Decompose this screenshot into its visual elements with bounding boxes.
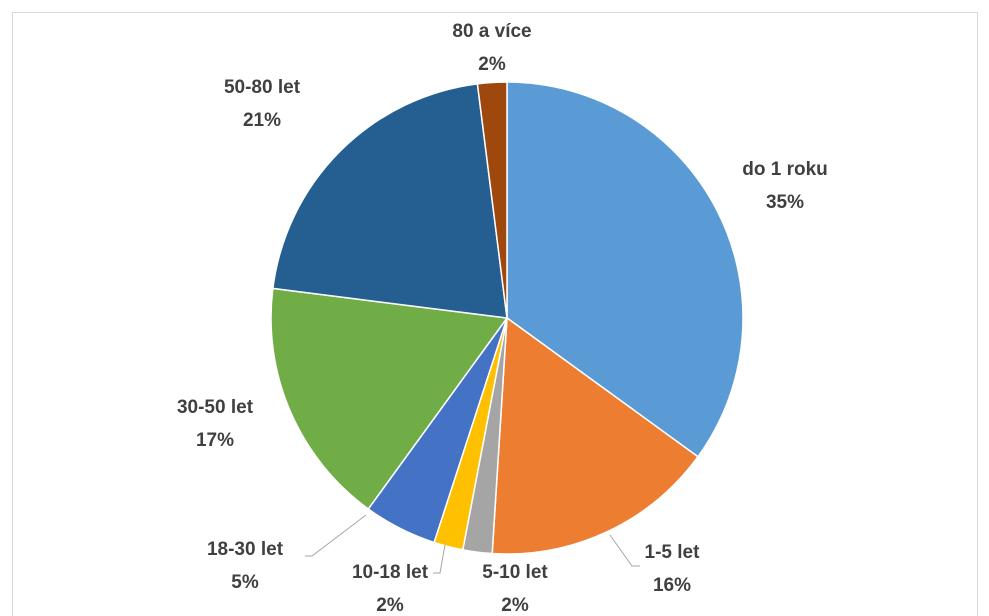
slice-label: 50-80 let bbox=[224, 77, 301, 98]
slice-value-label: 2% bbox=[376, 595, 404, 616]
slice-label: 5-10 let bbox=[482, 562, 548, 583]
slice-label: do 1 roku bbox=[742, 159, 828, 180]
slice-label: 30-50 let bbox=[177, 397, 254, 418]
slice-label: 80 a více bbox=[452, 21, 531, 42]
leader-line bbox=[609, 534, 640, 567]
slice-value-label: 35% bbox=[766, 192, 804, 213]
leader-line bbox=[305, 514, 367, 557]
slice-value-label: 21% bbox=[243, 110, 281, 131]
slice-value-label: 17% bbox=[196, 430, 234, 451]
slice-value-label: 16% bbox=[653, 575, 691, 596]
pie-slice bbox=[506, 81, 744, 458]
pie-slice bbox=[476, 81, 508, 319]
slice-value-label: 2% bbox=[478, 54, 506, 75]
leader-line bbox=[433, 544, 446, 574]
slice-label: 18-30 let bbox=[207, 539, 284, 560]
slice-value-label: 2% bbox=[501, 595, 529, 616]
pie-slice bbox=[272, 83, 508, 319]
pie-slice bbox=[491, 316, 699, 555]
slice-label: 10-18 let bbox=[352, 562, 429, 583]
slice-label: 1-5 let bbox=[645, 542, 701, 563]
pie-slice bbox=[270, 287, 509, 510]
slice-value-label: 5% bbox=[231, 572, 259, 593]
